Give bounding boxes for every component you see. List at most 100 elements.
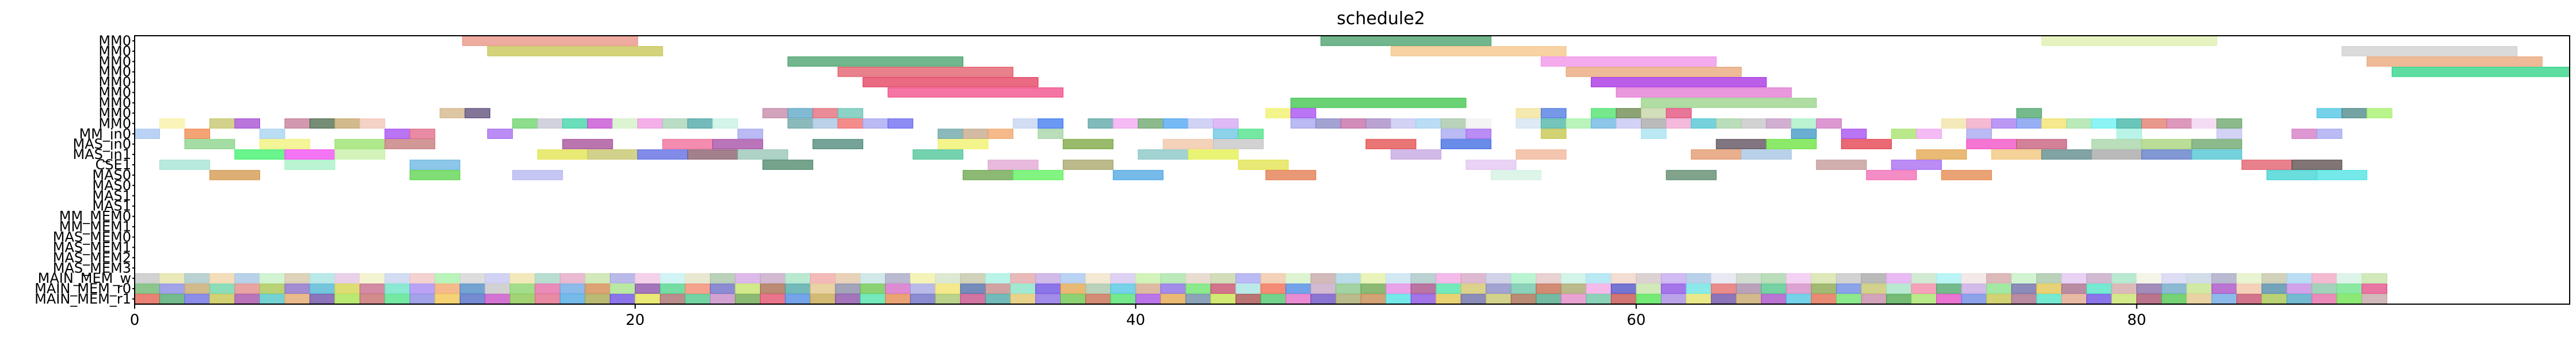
task-bar [487,46,663,56]
task-bar [737,149,788,160]
y-tick-label: MAIN_MEM_r1 [35,291,131,307]
task-bar [1766,139,1817,149]
task-bar [2191,149,2242,160]
task-bar [812,118,838,129]
task-bar [2191,118,2218,129]
memory-slot-bar [1586,283,1612,294]
task-bar [1390,118,1417,129]
y-tick-label: MM0 [98,85,131,101]
task-bar [837,118,864,129]
memory-slot-bar [2361,273,2387,283]
memory-slot-bar [760,273,786,283]
memory-slot-bar [1060,294,1086,304]
y-tick-label: MM0 [98,74,131,90]
memory-slot-bar [509,283,536,294]
task-bar [1265,170,1316,180]
memory-slot-bar [1360,273,1387,283]
memory-slot-bar [1285,283,1311,294]
task-bar [1540,128,1567,139]
memory-slot-bar [685,294,711,304]
memory-slot-bar [2261,294,2287,304]
task-bar [1013,170,1064,180]
y-tick-label: MM_MEM1 [59,219,131,235]
task-bar [1466,128,1491,139]
y-tick-label: MM0 [98,43,131,59]
task-bar [1916,149,1967,160]
memory-slot-bar [2186,283,2212,294]
memory-slot-bar [1861,294,1887,304]
memory-slot-bar [434,283,460,294]
task-bar [1991,118,2017,129]
memory-slot-bar [1260,273,1287,283]
memory-slot-bar [1761,283,1787,294]
memory-slot-bar [1386,273,1411,283]
task-bar [2367,108,2392,119]
task-bar [1866,170,1917,180]
memory-slot-bar [1661,283,1687,294]
memory-slot-bar [1235,294,1261,304]
task-bar [2341,46,2518,56]
memory-slot-bar [1886,273,1912,283]
task-bar [1566,67,1742,77]
memory-slot-bar [559,283,586,294]
memory-slot-bar [1536,294,1562,304]
y-tick-label: MM0 [98,33,131,49]
task-bar [1315,118,1341,129]
y-tick-label: MAS_MEM3 [53,260,131,276]
memory-slot-bar [1986,294,2012,304]
memory-slot-bar [910,294,936,304]
task-bar [987,128,1014,139]
memory-slot-bar [184,294,210,304]
memory-slot-bar [609,273,636,283]
memory-slot-bar [1335,283,1361,294]
task-bar [2367,56,2543,67]
memory-slot-bar [384,294,410,304]
memory-slot-bar [1510,273,1537,283]
memory-slot-bar [310,294,335,304]
memory-slot-bar [2086,283,2112,294]
task-bar [1966,139,2017,149]
memory-slot-bar [1060,273,1086,283]
memory-slot-bar [1861,283,1887,294]
memory-slot-bar [659,273,686,283]
task-bar [1766,118,1792,129]
memory-slot-bar [1611,294,1637,304]
task-bar [409,160,460,170]
memory-slot-bar [1661,294,1687,304]
task-bar [384,128,410,139]
y-tick-label: MAS_MEM0 [53,229,131,245]
memory-slot-bar [585,294,610,304]
memory-slot-bar [709,283,736,294]
memory-slot-bar [709,294,736,304]
memory-slot-bar [735,283,761,294]
y-tick-label: MAIN_MEM_w [38,270,131,286]
memory-slot-bar [1110,283,1136,294]
memory-slot-bar [1386,294,1411,304]
y-tick-label: MAS_in1 [72,146,131,162]
memory-slot-bar [609,294,636,304]
memory-slot-bar [635,283,661,294]
memory-slot-bar [234,294,260,304]
memory-slot-bar [1010,273,1036,283]
memory-slot-bar [484,283,510,294]
memory-slot-bar [1986,273,2012,283]
y-tick-label: MAS_MEM1 [53,239,131,255]
task-bar [1716,139,1767,149]
task-bar [2091,149,2142,160]
memory-slot-bar [1711,294,1737,304]
task-bar [234,149,285,160]
memory-slot-bar [1185,294,1211,304]
task-bar [2191,139,2242,149]
task-bar [1841,139,1892,149]
task-bar [1516,118,1541,129]
task-bar [1163,139,1214,149]
memory-slot-bar [685,283,711,294]
memory-slot-bar [1410,294,1437,304]
task-bar [1741,118,1767,129]
memory-slot-bar [2161,273,2187,283]
memory-slot-bar [1010,283,1036,294]
task-bar [1540,56,1717,67]
memory-slot-bar [1085,273,1111,283]
task-bar [284,149,335,160]
memory-slot-bar [1711,283,1737,294]
